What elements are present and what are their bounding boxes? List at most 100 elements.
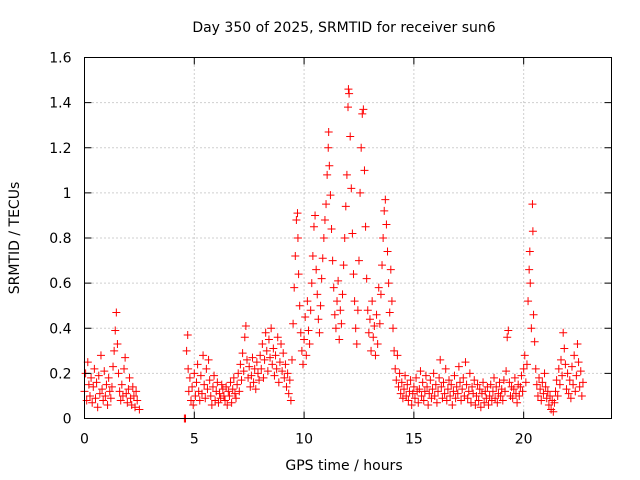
data-point [340,234,349,242]
data-point [93,403,102,412]
data-point [344,103,352,112]
data-point [535,373,544,382]
data-point [508,394,517,403]
data-point [436,355,445,364]
data-point [249,378,258,387]
data-point [106,394,115,403]
data-point [311,211,320,220]
data-point [498,396,507,405]
data-point [96,351,105,360]
data-point [424,400,433,409]
data-point [292,215,301,224]
data-point [110,346,119,355]
data-point [561,360,570,369]
data-point [574,358,583,367]
x-tick-label: 15 [405,432,423,448]
data-point [345,89,354,98]
data-point [519,364,528,373]
data-point [466,398,475,407]
data-point [439,378,448,387]
data-point [192,378,201,387]
data-point [390,346,399,355]
data-point [445,376,454,385]
chart-title: Day 350 of 2025, SRMTID for receiver sun… [192,20,495,36]
data-point [360,166,369,175]
data-point [271,351,280,360]
y-tick-label: 0.8 [49,231,71,247]
data-point [540,369,549,378]
data-point [371,351,380,360]
data-point [214,398,223,407]
data-point [185,373,194,382]
data-point [576,367,585,376]
y-tick-label: 1.6 [49,51,71,67]
data-point [116,396,125,405]
data-point [120,364,129,373]
data-point [226,378,235,387]
data-point [442,396,451,405]
data-point [117,380,126,389]
data-point [393,351,402,360]
data-point [395,369,404,378]
data-point [450,371,459,380]
data-point [113,340,122,349]
data-point [90,364,99,373]
data-point [421,371,430,380]
data-point [270,371,279,380]
data-point [570,351,579,360]
data-point [426,376,435,385]
data-point [374,283,383,292]
data-point [440,389,449,398]
data-point [329,283,338,292]
data-point [202,364,211,373]
data-point [236,360,245,369]
data-point [549,407,558,416]
data-point [235,387,244,396]
data-point [312,265,321,274]
data-point [215,389,224,398]
data-point [544,400,553,409]
data-point [403,380,412,389]
data-point [229,373,238,382]
data-point [563,369,572,378]
data-point [234,369,243,378]
data-point [253,369,262,378]
data-point [532,380,541,389]
data-point [344,85,353,94]
data-point [323,170,332,179]
data-point [417,391,426,400]
data-point [578,378,587,387]
data-point [559,328,568,337]
data-point [373,340,382,349]
data-point [397,378,406,387]
data-point [284,389,293,398]
data-point [123,398,132,407]
data-point [135,405,144,414]
data-point [331,324,340,333]
data-point [94,371,103,380]
data-point [437,382,446,391]
data-point [349,270,358,279]
data-point [473,380,482,389]
data-point [476,403,485,412]
y-tick-label: 1 [63,186,72,202]
data-point [507,382,516,391]
data-point [555,380,564,389]
data-point [479,378,488,387]
data-point [200,380,209,389]
data-point [392,376,401,385]
data-point [281,360,290,369]
data-point [319,234,328,242]
data-point [368,297,377,306]
data-point [529,310,538,319]
data-point [95,389,104,398]
y-tick-label: 0 [63,412,72,428]
data-point [98,385,107,394]
data-point [335,335,344,344]
data-point [346,132,355,141]
data-point [223,400,232,409]
data-point [277,340,286,349]
data-point [191,391,200,400]
x-tick-label: 0 [80,432,89,448]
data-point [537,396,546,405]
